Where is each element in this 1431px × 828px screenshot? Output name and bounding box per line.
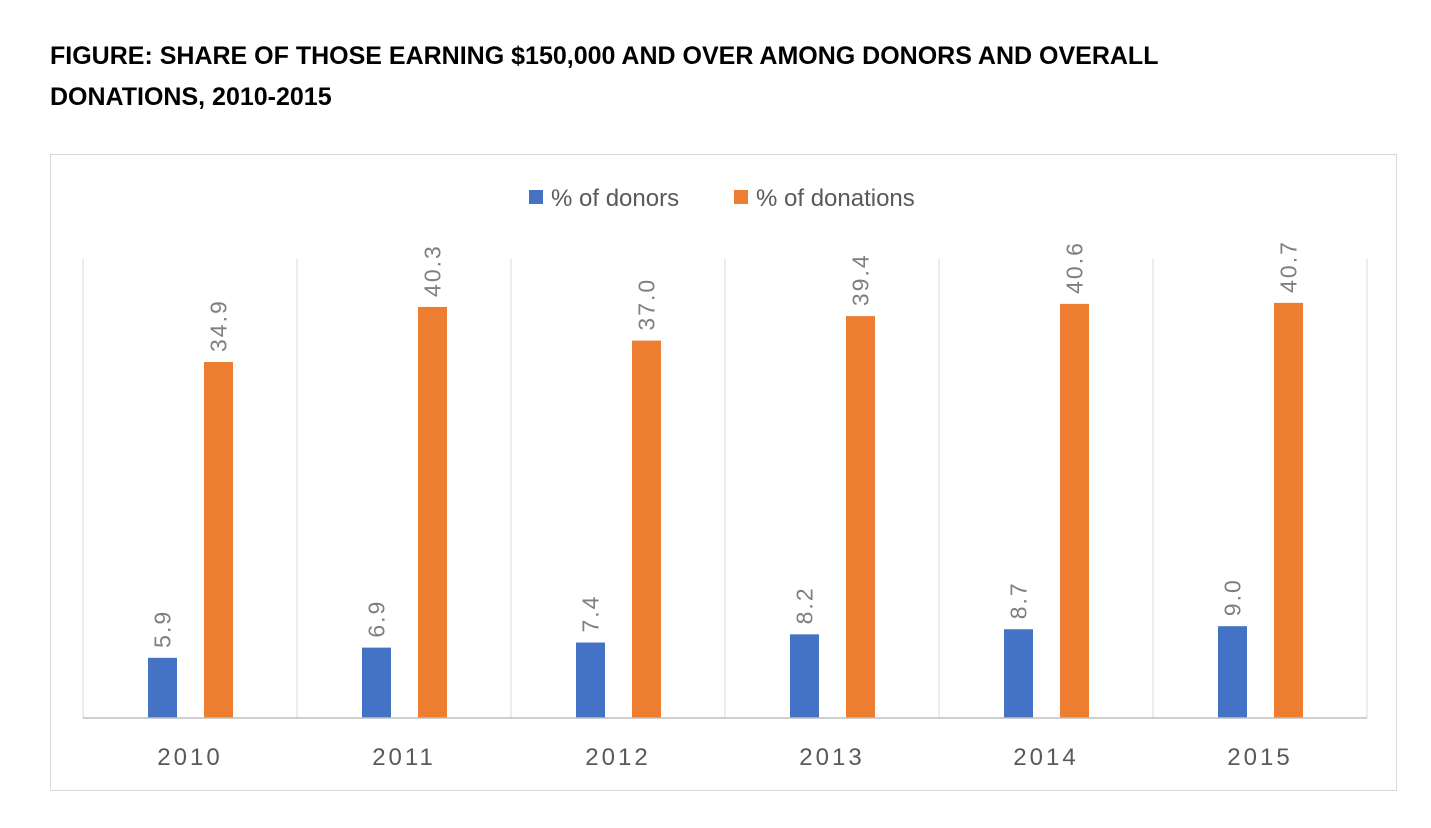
- data-label-donations-2012: 37.0: [634, 278, 660, 331]
- data-label-donations-2010: 34.9: [206, 299, 232, 352]
- x-axis: 2010 2011 2012 2013 2014 2015: [83, 717, 1367, 771]
- data-label-donors-2014: 8.7: [1006, 581, 1032, 619]
- data-label-donors-2011: 6.9: [364, 600, 390, 638]
- chart-bars: [148, 302, 1303, 718]
- bar-donors-2012: [576, 642, 605, 718]
- x-tick-label-2014: 2014: [1013, 744, 1078, 771]
- bar-donations-2015: [1274, 302, 1303, 718]
- x-tick-label-2011: 2011: [372, 744, 436, 771]
- bar-donors-2010: [148, 657, 177, 718]
- data-label-donors-2012: 7.4: [578, 595, 604, 633]
- legend-label-donors: % of donors: [551, 185, 679, 212]
- legend-label-donations: % of donations: [756, 185, 915, 212]
- bar-donations-2013: [846, 316, 875, 718]
- x-tick-label-2012: 2012: [585, 744, 650, 771]
- bar-donations-2011: [418, 306, 447, 718]
- data-label-donations-2013: 39.4: [848, 253, 874, 306]
- legend-swatch-donations: [734, 190, 748, 204]
- category-gridlines: [82, 259, 1368, 718]
- data-label-donations-2011: 40.3: [420, 244, 446, 297]
- bar-donors-2015: [1218, 626, 1247, 718]
- data-label-donations-2014: 40.6: [1062, 241, 1088, 294]
- data-label-donors-2013: 8.2: [792, 586, 818, 624]
- chart-frame: % of donors % of donations 5.9 6.9 7.4 8.2 8.…: [50, 154, 1397, 791]
- data-label-donations-2015: 40.7: [1276, 240, 1302, 293]
- chart-legend: % of donors % of donations: [529, 185, 915, 212]
- chart-data-labels: 5.9 6.9 7.4 8.2 8.7 9.0 34.9 40.3 37.0 39.4 40.6 40…: [150, 240, 1302, 648]
- bar-chart: % of donors % of donations 5.9 6.9 7.4 8.2 8.…: [82, 185, 1368, 771]
- bar-donors-2014: [1004, 629, 1033, 718]
- data-label-donors-2010: 5.9: [150, 610, 176, 648]
- x-tick-label-2015: 2015: [1227, 744, 1292, 771]
- data-label-donors-2015: 9.0: [1220, 578, 1246, 616]
- x-tick-label-2013: 2013: [799, 744, 864, 771]
- bar-donations-2010: [204, 362, 233, 718]
- legend-swatch-donors: [529, 190, 543, 204]
- figure-title-line-1: FIGURE: SHARE OF THOSE EARNING $150,000 …: [50, 42, 1159, 70]
- bar-donations-2014: [1060, 303, 1089, 718]
- x-tick-label-2010: 2010: [157, 744, 222, 771]
- figure-title-line-2: DONATIONS, 2010-2015: [50, 83, 332, 111]
- bar-donations-2012: [632, 340, 661, 718]
- bar-donors-2011: [362, 647, 391, 718]
- bar-donors-2013: [790, 634, 819, 718]
- figure-title: FIGURE: SHARE OF THOSE EARNING $150,000 …: [50, 36, 1370, 118]
